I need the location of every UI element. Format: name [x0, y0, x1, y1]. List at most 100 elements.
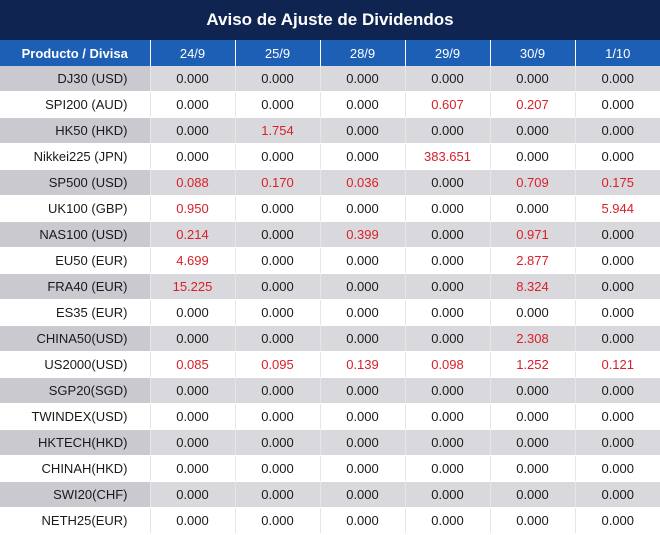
value-cell: 0.000	[319, 455, 405, 482]
value-cell: 0.000	[489, 195, 575, 222]
value-cell: 0.000	[404, 403, 490, 430]
value-cell: 1.252	[489, 351, 575, 378]
value-cell: 0.000	[489, 507, 575, 534]
value-cell: 0.000	[574, 455, 660, 482]
value-cell: 0.000	[574, 221, 660, 248]
product-cell: SPI200 (AUD)	[0, 91, 150, 118]
value-cell: 0.175	[574, 169, 660, 196]
value-cell: 0.000	[574, 403, 660, 430]
value-cell: 5.944	[574, 195, 660, 222]
table-row: US2000(USD) 0.085 0.095 0.139 0.098 1.252 0.12…	[0, 351, 660, 378]
table-body: DJ30 (USD) 0.000 0.000 0.000 0.000 0.000 0.000…	[0, 66, 660, 534]
table-row: SWI20(CHF) 0.000 0.000 0.000 0.000 0.000 0.000	[0, 481, 660, 508]
value-cell: 0.000	[234, 403, 320, 430]
value-cell: 0.000	[149, 143, 235, 170]
value-cell: 0.000	[404, 481, 490, 508]
table-row: CHINA50(USD) 0.000 0.000 0.000 0.000 2.308 0.0…	[0, 325, 660, 352]
value-cell: 4.699	[149, 247, 235, 274]
value-cell: 0.000	[404, 169, 490, 196]
value-cell: 0.000	[234, 66, 320, 92]
value-cell: 0.139	[319, 351, 405, 378]
value-cell: 0.000	[319, 299, 405, 326]
value-cell: 0.000	[149, 325, 235, 352]
table-row: HK50 (HKD) 0.000 1.754 0.000 0.000 0.000 0.000	[0, 117, 660, 144]
value-cell: 0.170	[234, 169, 320, 196]
value-cell: 0.000	[149, 377, 235, 404]
column-header-date: 28/9	[319, 40, 405, 66]
value-cell: 0.000	[489, 455, 575, 482]
product-cell: NAS100 (USD)	[0, 221, 150, 248]
value-cell: 0.399	[319, 221, 405, 248]
product-cell: CHINAH(HKD)	[0, 455, 150, 482]
column-header-product: Producto / Divisa	[0, 40, 150, 66]
value-cell: 0.000	[319, 377, 405, 404]
value-cell: 0.000	[404, 429, 490, 456]
product-cell: CHINA50(USD)	[0, 325, 150, 352]
value-cell: 0.000	[149, 66, 235, 92]
value-cell: 0.207	[489, 91, 575, 118]
table-row: ES35 (EUR) 0.000 0.000 0.000 0.000 0.000 0.000	[0, 299, 660, 326]
value-cell: 0.000	[319, 325, 405, 352]
value-cell: 0.607	[404, 91, 490, 118]
value-cell: 0.000	[234, 195, 320, 222]
value-cell: 0.000	[404, 377, 490, 404]
table-row: HKTECH(HKD) 0.000 0.000 0.000 0.000 0.000 0.00…	[0, 429, 660, 456]
value-cell: 0.000	[319, 481, 405, 508]
column-header-date: 1/10	[574, 40, 660, 66]
value-cell: 0.000	[234, 325, 320, 352]
table-row: FRA40 (EUR) 15.225 0.000 0.000 0.000 8.324 0.0…	[0, 273, 660, 300]
value-cell: 0.000	[234, 143, 320, 170]
value-cell: 0.088	[149, 169, 235, 196]
value-cell: 0.000	[234, 299, 320, 326]
value-cell: 0.000	[319, 247, 405, 274]
value-cell: 0.000	[234, 429, 320, 456]
value-cell: 0.000	[149, 117, 235, 144]
value-cell: 0.000	[404, 195, 490, 222]
product-cell: UK100 (GBP)	[0, 195, 150, 222]
table-row: CHINAH(HKD) 0.000 0.000 0.000 0.000 0.000 0.00…	[0, 455, 660, 482]
value-cell: 0.000	[489, 429, 575, 456]
value-cell: 2.308	[489, 325, 575, 352]
value-cell: 0.000	[489, 377, 575, 404]
product-cell: HKTECH(HKD)	[0, 429, 150, 456]
product-cell: HK50 (HKD)	[0, 117, 150, 144]
value-cell: 0.000	[319, 273, 405, 300]
value-cell: 0.000	[574, 91, 660, 118]
product-cell: EU50 (EUR)	[0, 247, 150, 274]
value-cell: 0.000	[574, 66, 660, 92]
value-cell: 0.709	[489, 169, 575, 196]
table-row: NAS100 (USD) 0.214 0.000 0.399 0.000 0.971 0.0…	[0, 221, 660, 248]
value-cell: 0.000	[574, 273, 660, 300]
value-cell: 0.000	[404, 66, 490, 92]
table-row: SGP20(SGD) 0.000 0.000 0.000 0.000 0.000 0.000	[0, 377, 660, 404]
product-cell: DJ30 (USD)	[0, 66, 150, 92]
value-cell: 0.000	[574, 481, 660, 508]
value-cell: 0.000	[404, 455, 490, 482]
product-cell: US2000(USD)	[0, 351, 150, 378]
table-row: EU50 (EUR) 4.699 0.000 0.000 0.000 2.877 0.000	[0, 247, 660, 274]
product-cell: Nikkei225 (JPN)	[0, 143, 150, 170]
table-row: DJ30 (USD) 0.000 0.000 0.000 0.000 0.000 0.000	[0, 66, 660, 92]
table-header-row: Producto / Divisa 24/9 25/9 28/9 29/9 30…	[0, 40, 660, 66]
value-cell: 0.000	[234, 273, 320, 300]
value-cell: 0.000	[489, 481, 575, 508]
value-cell: 0.000	[404, 507, 490, 534]
value-cell: 0.036	[319, 169, 405, 196]
table-row: TWINDEX(USD) 0.000 0.000 0.000 0.000 0.000 0.0…	[0, 403, 660, 430]
value-cell: 0.000	[489, 66, 575, 92]
value-cell: 0.000	[149, 429, 235, 456]
value-cell: 0.000	[234, 221, 320, 248]
value-cell: 0.000	[404, 117, 490, 144]
value-cell: 0.000	[319, 143, 405, 170]
value-cell: 15.225	[149, 273, 235, 300]
value-cell: 0.000	[574, 429, 660, 456]
value-cell: 0.000	[234, 247, 320, 274]
value-cell: 0.000	[149, 507, 235, 534]
value-cell: 0.000	[574, 143, 660, 170]
value-cell: 0.095	[234, 351, 320, 378]
value-cell: 0.000	[574, 299, 660, 326]
value-cell: 0.000	[404, 299, 490, 326]
product-cell: NETH25(EUR)	[0, 507, 150, 534]
value-cell: 0.121	[574, 351, 660, 378]
table-row: SPI200 (AUD) 0.000 0.000 0.000 0.607 0.207 0.0…	[0, 91, 660, 118]
